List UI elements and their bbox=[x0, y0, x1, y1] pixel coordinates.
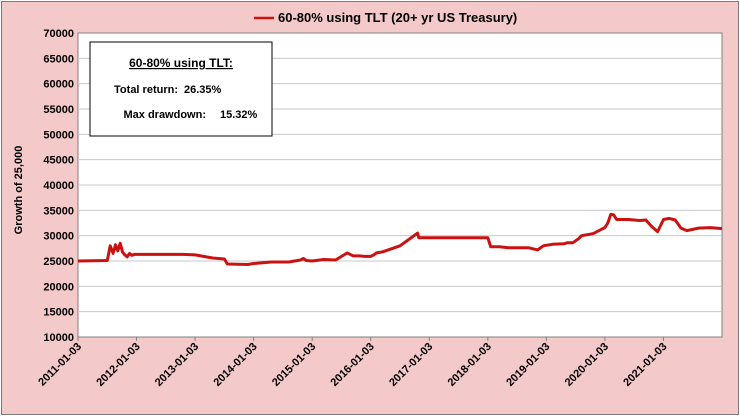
y-tick-label: 70000 bbox=[43, 28, 74, 40]
y-tick-label: 25000 bbox=[43, 256, 74, 268]
stats-box-title: 60-80% using TLT: bbox=[129, 56, 233, 70]
x-tick-label: 2012-01-03 bbox=[94, 341, 142, 389]
x-tick-label: 2021-01-03 bbox=[621, 341, 669, 389]
legend: 60-80% using TLT (20+ yr US Treasury) bbox=[254, 10, 517, 25]
max-drawdown-label: Max drawdown: bbox=[123, 109, 206, 121]
x-tick-label: 2020-01-03 bbox=[563, 341, 611, 389]
x-tick-label: 2018-01-03 bbox=[446, 341, 494, 389]
stats-box-border bbox=[89, 41, 273, 137]
y-tick-label: 10000 bbox=[43, 332, 74, 344]
x-tick-label: 2017-01-03 bbox=[387, 341, 435, 389]
y-axis-label: Growth of 25,000 bbox=[13, 146, 25, 235]
x-axis-ticks: 2011-01-03 2012-01-03 2013-01-03 2014-01-03… bbox=[36, 337, 670, 389]
y-tick-label: 30000 bbox=[43, 231, 74, 243]
x-tick-label: 2019-01-03 bbox=[504, 341, 552, 389]
y-tick-label: 55000 bbox=[43, 104, 74, 116]
y-axis-ticks: 10000 15000 20000 25000 30000 35000 40000 45000… bbox=[43, 28, 74, 344]
x-tick-label: 2013-01-03 bbox=[153, 341, 201, 389]
y-tick-label: 15000 bbox=[43, 307, 74, 319]
total-return-label: Total return: bbox=[114, 84, 178, 96]
y-tick-label: 35000 bbox=[43, 205, 74, 217]
gridlines bbox=[78, 57, 722, 313]
x-tick-label: 2016-01-03 bbox=[329, 341, 377, 389]
x-tick-label: 2015-01-03 bbox=[270, 341, 318, 389]
y-tick-label: 40000 bbox=[43, 180, 74, 192]
total-return-value: 26.35% bbox=[184, 84, 222, 96]
y-tick-label: 60000 bbox=[43, 79, 74, 91]
stats-box: 60-80% using TLT: Total return: 26.35% M… bbox=[89, 41, 273, 137]
max-drawdown-value: 15.32% bbox=[220, 109, 258, 121]
legend-label: 60-80% using TLT (20+ yr US Treasury) bbox=[278, 10, 517, 25]
y-tick-label: 45000 bbox=[43, 155, 74, 167]
y-tick-label: 65000 bbox=[43, 53, 74, 65]
x-tick-label: 2014-01-03 bbox=[211, 341, 259, 389]
series-line-60-80-tlt bbox=[77, 212, 723, 266]
x-tick-label: 2011-01-03 bbox=[36, 341, 84, 389]
y-tick-label: 20000 bbox=[43, 281, 74, 293]
y-tick-label: 50000 bbox=[43, 129, 74, 141]
